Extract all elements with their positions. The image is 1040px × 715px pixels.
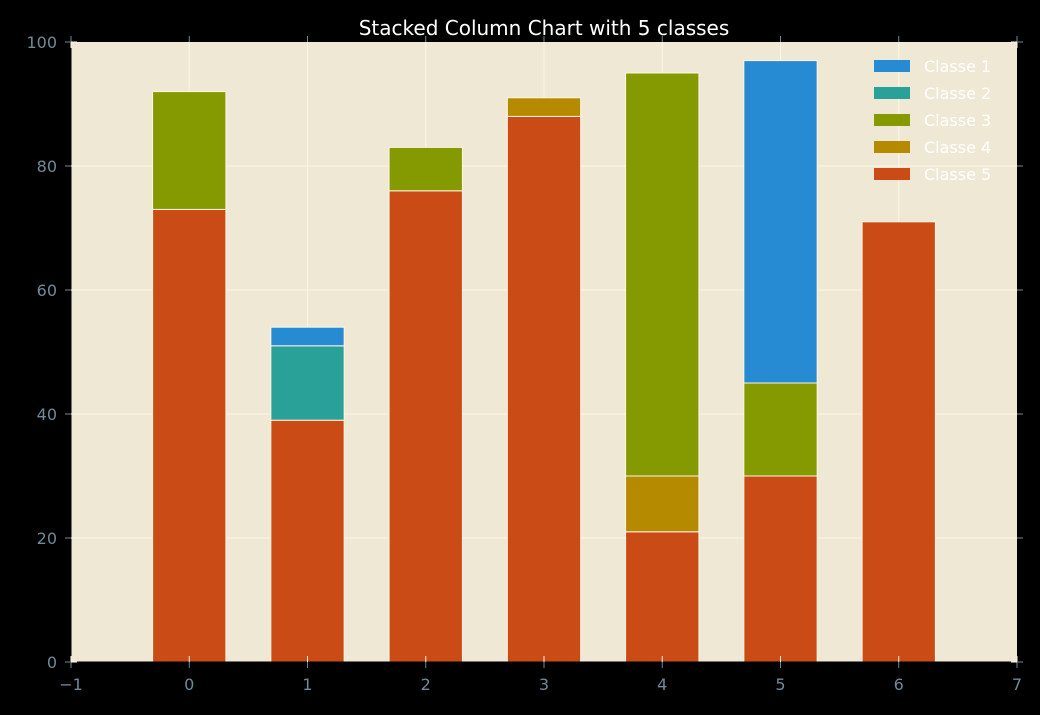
bar-segment: [270, 326, 345, 347]
legend: Classe 1 Classe 2 Classe 3 Classe 4 Classe 5: [874, 57, 991, 184]
y-tick-label: 100: [26, 33, 57, 52]
bars: [152, 60, 936, 663]
x-tick-label: 6: [894, 675, 904, 694]
bar-segment: [743, 60, 818, 384]
y-tick-label: 20: [37, 529, 57, 548]
legend-label: Classe 3: [924, 111, 991, 130]
legend-label: Classe 5: [924, 165, 991, 184]
y-tick-label: 80: [37, 157, 57, 176]
bar-segment: [270, 345, 345, 421]
legend-swatch: [874, 168, 910, 180]
x-tick-label: 5: [775, 675, 785, 694]
y-tick-label: 60: [37, 281, 57, 300]
legend-swatch: [874, 60, 910, 72]
bar-segment: [152, 91, 227, 210]
legend-swatch: [874, 87, 910, 99]
bar-segment: [861, 221, 936, 663]
bar-segment: [388, 146, 463, 192]
y-tick-label: 0: [47, 653, 57, 672]
bar-segment: [506, 115, 582, 663]
legend-label: Classe 2: [924, 84, 991, 103]
y-tick-label: 40: [37, 405, 57, 424]
x-tick-label: −1: [59, 675, 83, 694]
bar-segment: [270, 419, 345, 663]
bar-segment: [743, 382, 818, 477]
legend-swatch: [874, 114, 910, 126]
x-tick-label: 7: [1012, 675, 1022, 694]
legend-label: Classe 1: [924, 57, 991, 76]
x-tick-label: 2: [421, 675, 431, 694]
bar-segment: [625, 475, 700, 533]
bar-segment: [625, 72, 700, 477]
bar-segment: [506, 97, 582, 117]
bar-segment: [743, 475, 818, 663]
x-tick-label: 4: [657, 675, 667, 694]
x-tick-label: 1: [302, 675, 312, 694]
chart-title: Stacked Column Chart with 5 classes: [359, 16, 730, 40]
bar-segment: [152, 208, 227, 663]
legend-label: Classe 4: [924, 138, 991, 157]
x-tick-label: 0: [184, 675, 194, 694]
x-tick-label: 3: [539, 675, 549, 694]
bar-segment: [388, 190, 463, 663]
bar-segment: [625, 531, 700, 663]
legend-swatch: [874, 141, 910, 153]
